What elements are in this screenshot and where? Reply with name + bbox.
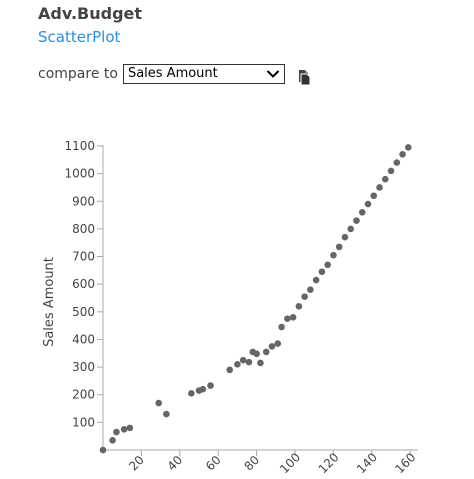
y-tick-label: 900 xyxy=(72,194,95,208)
scatter-point xyxy=(295,302,303,310)
visualization-type-label: ScatterPlot xyxy=(38,28,121,46)
y-tick-label: 600 xyxy=(72,277,95,291)
scatter-point xyxy=(370,192,378,200)
y-tick-label: 1000 xyxy=(64,167,95,181)
y-tick-label: 1100 xyxy=(64,139,95,153)
scatter-point xyxy=(262,348,270,356)
x-tick-label: 80 xyxy=(241,453,262,474)
scatter-point xyxy=(364,200,372,208)
x-tick-label: 20 xyxy=(126,453,147,474)
y-tick-label: 800 xyxy=(72,222,95,236)
scatter-point xyxy=(113,428,120,436)
scatter-point xyxy=(301,293,308,300)
scatter-point xyxy=(312,276,320,284)
y-tick-label: 400 xyxy=(72,332,95,346)
scatter-point xyxy=(234,361,241,368)
scatter-point xyxy=(284,315,291,323)
compare-label: compare to xyxy=(38,66,118,82)
scatter-point xyxy=(405,144,412,151)
compare-control: compare to Sales Amount xyxy=(38,63,285,85)
scatter-point xyxy=(245,358,253,366)
y-tick-label: 700 xyxy=(72,250,95,264)
scatter-point xyxy=(358,209,366,216)
scatter-point xyxy=(381,175,389,183)
y-tick-label: 200 xyxy=(72,388,95,402)
scatter-point xyxy=(109,437,116,444)
scatter-point xyxy=(99,446,107,454)
y-tick-label: 300 xyxy=(72,360,95,374)
scatter-point xyxy=(155,399,162,407)
x-tick-label: 60 xyxy=(203,453,224,474)
y-tick-label: 100 xyxy=(72,415,95,429)
scatter-point xyxy=(126,424,134,432)
scatter-point xyxy=(163,410,170,418)
x-tick-label: 120 xyxy=(316,450,342,476)
compare-select[interactable]: Sales Amount xyxy=(122,64,285,84)
y-axis-label: Sales Amount xyxy=(42,257,57,347)
scatter-point xyxy=(330,251,337,259)
scatter-point xyxy=(335,243,343,251)
scatter-point xyxy=(347,225,355,233)
y-tick-label: 500 xyxy=(72,305,95,319)
scatter-point xyxy=(324,261,331,269)
chevron-down-icon xyxy=(266,70,280,78)
scatter-point xyxy=(307,286,314,294)
scatter-point xyxy=(387,167,395,175)
scatter-point xyxy=(376,184,383,191)
x-tick-label: 40 xyxy=(165,453,186,474)
scatter-point xyxy=(207,382,214,389)
scatter-point xyxy=(393,159,401,166)
x-tick-label: 100 xyxy=(277,450,303,476)
scatter-point xyxy=(199,385,207,393)
scatter-point xyxy=(341,233,349,241)
scatter-point xyxy=(318,268,326,276)
scatter-point xyxy=(278,323,285,331)
scatter-point xyxy=(399,150,406,158)
scatter-point xyxy=(353,217,360,224)
scatter-point xyxy=(120,425,128,433)
scatter-point xyxy=(289,314,297,321)
copy-icon[interactable] xyxy=(297,69,311,86)
x-tick-label: 160 xyxy=(392,450,418,476)
scatter-point xyxy=(268,343,276,350)
page-title: Adv.Budget xyxy=(38,4,143,23)
scatter-point xyxy=(253,350,260,358)
scatter-point xyxy=(226,366,234,374)
x-tick-label: 140 xyxy=(354,450,380,476)
scatter-point xyxy=(188,390,195,397)
scatter-point xyxy=(274,340,282,347)
scatter-point xyxy=(257,359,264,367)
scatter-point xyxy=(239,356,247,364)
compare-select-value: Sales Amount xyxy=(127,66,218,81)
